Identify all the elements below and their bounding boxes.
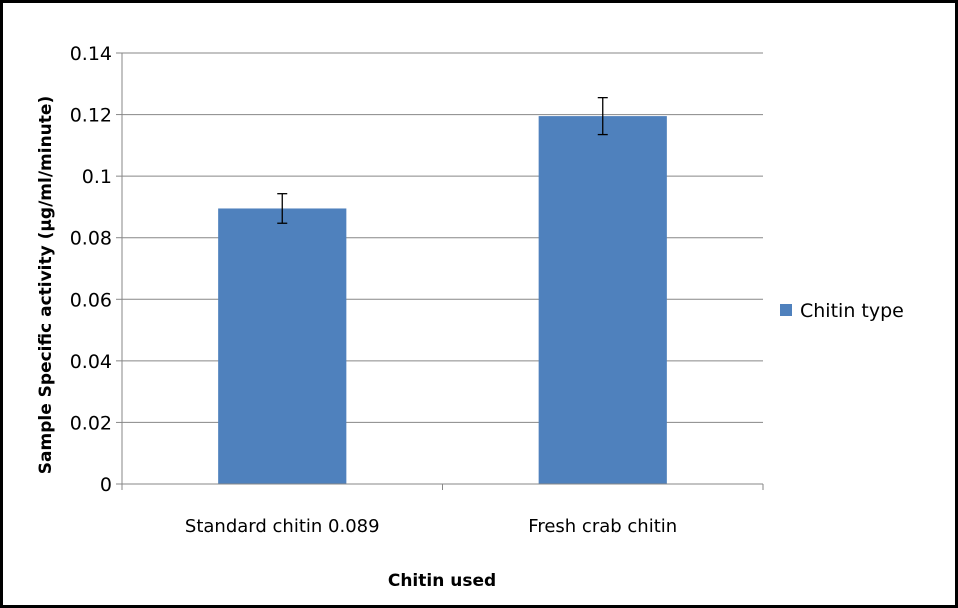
y-tick-label: 0.02: [70, 412, 112, 434]
x-tick-label: Fresh crab chitin: [528, 516, 677, 537]
y-tick-label: 0.14: [70, 43, 112, 65]
error-bar: [597, 96, 608, 136]
x-tick-labels: Standard chitin 0.089 Fresh crab chitin: [185, 516, 677, 537]
y-tick-label: 0.04: [70, 351, 112, 373]
y-tick-label: 0.06: [70, 289, 112, 311]
y-tick-label: 0.1: [82, 166, 112, 188]
y-tick-label: 0: [100, 474, 112, 496]
x-tick-label: Standard chitin 0.089: [185, 516, 380, 537]
bars: [218, 116, 667, 485]
axes: [121, 53, 764, 490]
legend-label: Chitin type: [800, 300, 904, 322]
y-tick-label: 0.12: [70, 105, 112, 127]
legend: Chitin type: [780, 300, 904, 322]
y-tick-labels: 0 0.02 0.04 0.06 0.08 0.1 0.12 0.14: [70, 43, 112, 496]
bar: [218, 208, 347, 485]
y-axis-title: Sample Specific activity (µg/ml/minute): [36, 96, 56, 474]
x-axis-title: Chitin used: [388, 571, 496, 591]
error-bar: [277, 193, 288, 224]
bar: [538, 116, 667, 484]
y-tick-label: 0.08: [70, 228, 112, 250]
legend-swatch: [780, 304, 792, 316]
error-bars: [277, 96, 608, 224]
